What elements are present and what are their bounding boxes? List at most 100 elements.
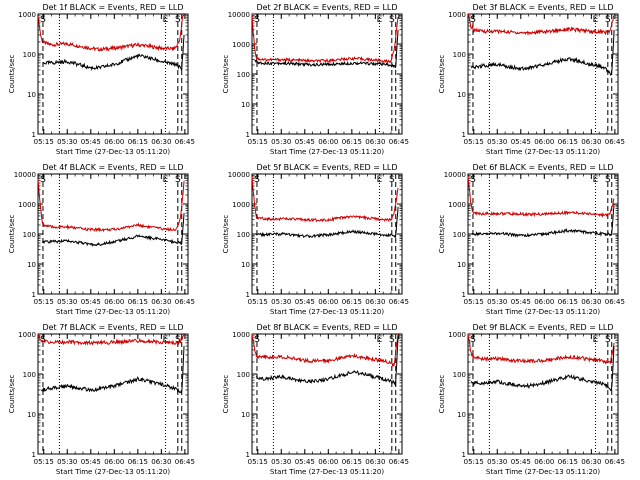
chart-title: Det 5f BLACK = Events, RED = LLD xyxy=(256,163,397,172)
y-tick-label: 1 xyxy=(246,451,250,459)
marker-label: S xyxy=(389,175,395,185)
marker-label: S xyxy=(175,175,181,185)
marker-label: S xyxy=(605,175,611,185)
marker-label: E xyxy=(377,15,383,25)
marker-label: E xyxy=(163,175,169,185)
x-tick-label: 05:45 xyxy=(81,138,101,146)
x-tick-label: 05:15 xyxy=(34,458,54,466)
y-tick-label: 10000 xyxy=(228,171,250,179)
y-tick-label: 1000 xyxy=(232,41,250,49)
x-tick-label: 06:30 xyxy=(151,138,171,146)
x-tick-label: 06:00 xyxy=(318,298,338,306)
chart-panel-2: Det 2f BLACK = Events, RED = LLD 1 10 100 10… xyxy=(222,3,409,156)
series-line-black xyxy=(254,29,399,69)
chart-title: Det 7f BLACK = Events, RED = LLD xyxy=(42,323,183,332)
marker-label: S xyxy=(470,175,476,185)
series-line-red xyxy=(37,13,185,52)
x-tick-label: 05:45 xyxy=(511,298,531,306)
series-line-black xyxy=(41,212,185,248)
y-tick-label: 1000 xyxy=(448,11,466,19)
chart-title: Det 1f BLACK = Events, RED = LLD xyxy=(42,3,183,12)
y-tick-label: 100 xyxy=(453,51,466,59)
series-line-red xyxy=(467,13,615,36)
x-tick-label: 06:00 xyxy=(318,458,338,466)
x-tick-label: 06:30 xyxy=(365,458,385,466)
x-axis-label: Start Time (27-Dec-13 05:11:20) xyxy=(270,148,384,156)
y-tick-label: 1 xyxy=(32,451,36,459)
x-tick-label: 05:30 xyxy=(487,138,507,146)
y-tick-label: 1 xyxy=(246,291,250,299)
x-tick-label: 05:30 xyxy=(271,298,291,306)
y-axis-label: Counts/sec xyxy=(438,55,446,94)
y-tick-label: 1000 xyxy=(232,201,250,209)
series-line-black xyxy=(471,203,615,238)
series-line-black xyxy=(470,345,615,392)
chart-title: Det 8f BLACK = Events, RED = LLD xyxy=(256,323,397,332)
y-tick-label: 1 xyxy=(462,451,466,459)
marker-label: S xyxy=(175,335,181,345)
y-tick-label: 1 xyxy=(462,291,466,299)
y-tick-label: 10000 xyxy=(228,11,250,19)
x-tick-label: 05:15 xyxy=(464,138,484,146)
x-axis-label: Start Time (27-Dec-13 05:11:20) xyxy=(270,468,384,476)
chart-title: Det 2f BLACK = Events, RED = LLD xyxy=(256,3,397,12)
x-tick-label: 06:45 xyxy=(605,458,625,466)
plot-frame xyxy=(467,13,619,135)
series-line-red xyxy=(37,179,185,233)
y-tick-label: 10 xyxy=(27,411,36,419)
plot-frame xyxy=(37,13,189,135)
y-axis-label: Counts/sec xyxy=(8,375,16,414)
x-tick-label: 05:45 xyxy=(295,298,315,306)
x-tick-label: 05:30 xyxy=(57,298,77,306)
chart-panel-9: Det 9f BLACK = Events, RED = LLD 1 10 100 10… xyxy=(438,323,625,476)
y-tick-label: 1000 xyxy=(232,331,250,339)
marker-label: S xyxy=(254,335,260,345)
x-tick-label: 06:45 xyxy=(175,458,195,466)
x-tick-label: 06:45 xyxy=(605,138,625,146)
series-line-black xyxy=(40,346,185,394)
x-tick-label: 05:15 xyxy=(34,298,54,306)
y-tick-label: 1000 xyxy=(448,331,466,339)
x-tick-label: 06:30 xyxy=(581,458,601,466)
x-tick-label: 06:45 xyxy=(175,298,195,306)
x-tick-label: 06:00 xyxy=(534,458,554,466)
chart-panel-8: Det 8f BLACK = Events, RED = LLD 1 10 100 10… xyxy=(222,323,409,476)
y-tick-label: 1000 xyxy=(18,11,36,19)
y-tick-label: 1 xyxy=(246,131,250,139)
series-line-red xyxy=(467,333,615,365)
chart-panel-6: Det 6f BLACK = Events, RED = LLD 1 10 100 10… xyxy=(438,163,625,316)
marker-label: S xyxy=(605,335,611,345)
x-tick-label: 05:45 xyxy=(81,458,101,466)
series-line-black xyxy=(256,206,399,239)
y-tick-label: 100 xyxy=(23,371,36,379)
x-tick-label: 05:30 xyxy=(57,138,77,146)
x-tick-label: 05:45 xyxy=(511,138,531,146)
x-axis-label: Start Time (27-Dec-13 05:11:20) xyxy=(56,468,170,476)
x-tick-label: 05:15 xyxy=(248,458,268,466)
x-tick-label: 06:45 xyxy=(175,138,195,146)
marker-label: E xyxy=(377,175,383,185)
y-tick-label: 100 xyxy=(237,71,250,79)
x-tick-label: 05:15 xyxy=(34,138,54,146)
plot-frame xyxy=(467,333,619,455)
x-tick-label: 05:30 xyxy=(271,458,291,466)
x-tick-label: 06:15 xyxy=(342,298,362,306)
x-tick-label: 06:00 xyxy=(104,458,124,466)
x-tick-label: 06:30 xyxy=(581,138,601,146)
x-tick-label: 06:30 xyxy=(151,458,171,466)
x-tick-label: 05:15 xyxy=(464,458,484,466)
marker-label: S xyxy=(605,15,611,25)
x-tick-label: 06:45 xyxy=(389,138,409,146)
x-tick-label: 06:15 xyxy=(128,138,148,146)
x-tick-label: 06:30 xyxy=(365,298,385,306)
y-tick-label: 1000 xyxy=(18,331,36,339)
x-tick-label: 05:45 xyxy=(295,458,315,466)
y-tick-label: 100 xyxy=(23,231,36,239)
marker-label: S xyxy=(175,15,181,25)
x-axis-label: Start Time (27-Dec-13 05:11:20) xyxy=(270,308,384,316)
y-axis-label: Counts/sec xyxy=(222,215,230,254)
plot-frame xyxy=(251,333,403,455)
y-tick-label: 10000 xyxy=(14,171,36,179)
series-line-black xyxy=(255,335,399,387)
y-tick-label: 100 xyxy=(453,231,466,239)
